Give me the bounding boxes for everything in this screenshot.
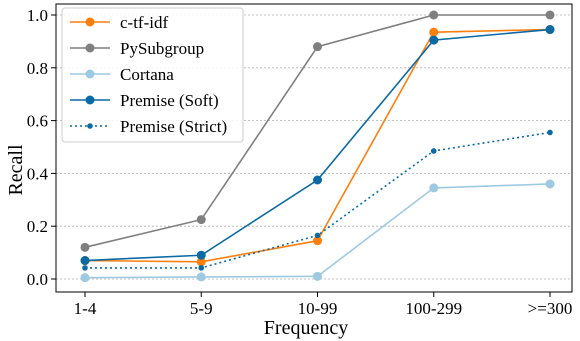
data-point	[429, 10, 439, 20]
x-axis-label: Frequency	[264, 317, 348, 339]
x-tick-label: >=300	[528, 299, 573, 318]
legend-item: Premise (Soft)	[70, 91, 219, 110]
y-axis: 0.0 0.2 0.4 0.6 0.8 1.0	[27, 6, 56, 289]
x-tick-label: 100-299	[405, 299, 462, 318]
data-point	[80, 273, 90, 283]
data-point	[430, 148, 437, 154]
data-point	[313, 175, 322, 185]
legend-item: Premise (Strict)	[70, 117, 227, 136]
legend-item: PySubgroup	[70, 39, 204, 58]
data-point	[313, 271, 322, 281]
data-point	[314, 232, 321, 239]
data-point	[545, 179, 555, 189]
data-point	[82, 265, 88, 271]
plot-frame	[55, 3, 573, 293]
legend-marker	[85, 95, 95, 105]
series-pysubgroup	[80, 10, 555, 252]
legend-marker	[87, 123, 93, 129]
legend: c-tf-idf PySubgroup Cortana Premise (Soft) P…	[61, 7, 244, 143]
x-axis: 1-4 5-9 10-99 100-299 >=300	[74, 292, 573, 318]
series-cortana	[80, 179, 555, 283]
data-point	[547, 129, 553, 136]
y-tick-label: 0.2	[27, 217, 48, 236]
data-point	[429, 27, 439, 37]
legend-marker	[85, 69, 95, 79]
series-line	[85, 131, 551, 269]
data-point	[80, 256, 90, 266]
data-point	[545, 25, 555, 35]
legend-label: Cortana	[120, 65, 174, 84]
legend-label: Premise (Soft)	[120, 91, 219, 110]
legend-label: Premise (Strict)	[120, 117, 227, 136]
x-tick-label: 5-9	[190, 299, 213, 318]
data-point	[313, 236, 322, 246]
data-point	[196, 257, 206, 267]
legend-item: c-tf-idf	[70, 13, 168, 32]
data-point	[196, 272, 206, 282]
x-tick-label: 10-99	[298, 299, 338, 318]
y-tick-label: 0.6	[27, 112, 48, 131]
series-premise-soft	[80, 25, 555, 266]
plot-area-border	[55, 3, 573, 293]
data-point	[196, 250, 206, 260]
legend-item: Cortana	[70, 65, 174, 84]
data-point	[196, 215, 206, 225]
data-point	[80, 242, 90, 252]
legend-label: PySubgroup	[120, 39, 204, 58]
data-point	[313, 42, 322, 52]
y-tick-label: 0.4	[27, 164, 49, 183]
series-premise-strict	[82, 129, 553, 271]
legend-marker	[85, 43, 95, 53]
data-point	[545, 10, 555, 20]
data-point	[429, 183, 439, 193]
y-axis-label: Recall	[5, 144, 27, 196]
data-point	[429, 35, 439, 45]
legend-marker	[85, 17, 95, 27]
y-tick-label: 0.0	[27, 270, 48, 289]
y-tick-label: 0.8	[27, 59, 48, 78]
series-layer	[80, 10, 555, 283]
legend-box	[61, 7, 244, 143]
legend-label: c-tf-idf	[120, 13, 168, 32]
data-point	[198, 265, 205, 271]
x-tick-label: 1-4	[74, 299, 97, 318]
y-tick-label: 1.0	[27, 6, 48, 25]
